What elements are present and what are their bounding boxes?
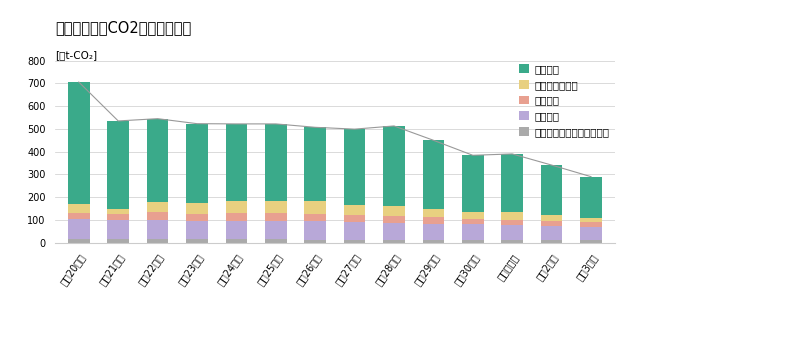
Bar <box>186 203 208 214</box>
Legend: 産業部門, 業務その他部門, 家庭部門, 運輸部門, 廃棄物分野（一般廃棄物）: 産業部門, 業務その他部門, 家庭部門, 運輸部門, 廃棄物分野（一般廃棄物） <box>519 64 609 137</box>
Bar <box>344 222 366 240</box>
Bar <box>68 82 90 204</box>
Bar <box>501 212 523 220</box>
Bar <box>501 154 523 212</box>
Bar <box>304 127 326 201</box>
Bar <box>147 220 169 240</box>
Bar <box>422 223 444 240</box>
Bar <box>265 240 287 243</box>
Bar <box>383 206 405 216</box>
Bar <box>147 119 169 202</box>
Bar <box>147 212 169 220</box>
Bar <box>304 240 326 243</box>
Bar <box>344 215 366 222</box>
Bar <box>541 240 563 243</box>
Bar <box>107 209 129 214</box>
Bar <box>541 165 563 215</box>
Bar <box>186 221 208 240</box>
Text: [千t-CO₂]: [千t-CO₂] <box>55 51 97 61</box>
Bar <box>383 223 405 240</box>
Bar <box>107 240 129 243</box>
Bar <box>344 129 366 205</box>
Bar <box>304 214 326 221</box>
Bar <box>107 214 129 220</box>
Bar <box>580 218 602 222</box>
Bar <box>462 212 484 218</box>
Bar <box>422 217 444 223</box>
Bar <box>107 121 129 209</box>
Bar <box>186 214 208 221</box>
Bar <box>68 213 90 219</box>
Bar <box>225 213 247 221</box>
Bar <box>462 155 484 212</box>
Bar <box>225 221 247 240</box>
Bar <box>383 216 405 223</box>
Bar <box>344 205 366 215</box>
Bar <box>265 213 287 221</box>
Bar <box>225 124 247 201</box>
Bar <box>541 215 563 221</box>
Bar <box>501 225 523 240</box>
Bar <box>186 124 208 203</box>
Bar <box>462 224 484 240</box>
Bar <box>265 221 287 240</box>
Bar <box>186 240 208 243</box>
Bar <box>225 201 247 213</box>
Bar <box>462 218 484 224</box>
Bar <box>462 240 484 243</box>
Text: 部門・分野別CO2排出量の推移: 部門・分野別CO2排出量の推移 <box>55 20 191 35</box>
Bar <box>580 177 602 218</box>
Bar <box>580 240 602 243</box>
Bar <box>541 226 563 240</box>
Bar <box>265 201 287 213</box>
Bar <box>422 209 444 217</box>
Bar <box>304 201 326 214</box>
Bar <box>422 240 444 243</box>
Bar <box>147 202 169 212</box>
Bar <box>541 221 563 226</box>
Bar <box>383 240 405 243</box>
Bar <box>383 126 405 206</box>
Bar <box>344 240 366 243</box>
Bar <box>225 240 247 243</box>
Bar <box>422 140 444 209</box>
Bar <box>265 124 287 201</box>
Bar <box>580 222 602 227</box>
Bar <box>68 204 90 213</box>
Bar <box>68 239 90 243</box>
Bar <box>501 240 523 243</box>
Bar <box>107 220 129 240</box>
Bar <box>304 221 326 240</box>
Bar <box>147 240 169 243</box>
Bar <box>68 219 90 239</box>
Bar <box>501 220 523 225</box>
Bar <box>580 227 602 240</box>
